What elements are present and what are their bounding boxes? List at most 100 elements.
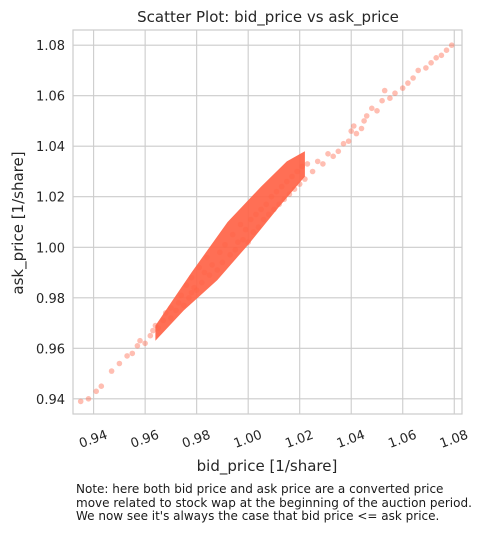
scatter-point (147, 332, 154, 339)
x-tick-label: 1.02 (283, 428, 315, 452)
dense-point-region (155, 151, 305, 341)
x-tick-label: 1.06 (386, 428, 418, 452)
scatter-point (423, 65, 429, 71)
scatter-point (320, 161, 326, 167)
scatter-point (173, 307, 179, 314)
scatter-point (255, 224, 262, 230)
scatter-point (302, 176, 308, 182)
scatter-point (206, 272, 213, 278)
scatter-point (358, 125, 365, 132)
scatter-point (294, 168, 300, 175)
chart-note: Note: here both bid price and ask price … (76, 482, 481, 524)
y-tick-label: 1.04 (36, 140, 65, 155)
scatter-point (415, 67, 422, 74)
scatter-point (217, 249, 223, 256)
scatter-point (235, 239, 241, 245)
scatter-point (152, 322, 159, 329)
scatter-point (242, 226, 249, 233)
scatter-point (240, 236, 246, 243)
y-axis-ticks: 0.94 0.96 0.98 1.00 1.02 1.04 1.06 1.08 (36, 39, 65, 408)
y-axis-label: ask_price [1/share] (9, 151, 28, 294)
x-tick-label: 1.08 (438, 428, 470, 452)
scatter-point (193, 287, 200, 294)
scatter-point (405, 80, 411, 86)
scatter-point (271, 206, 277, 213)
scatter-point (399, 85, 406, 91)
scatter-point (258, 206, 264, 213)
scatter-point (281, 196, 288, 203)
x-tick-label: 0.94 (77, 428, 109, 452)
scatter-point (273, 188, 280, 195)
scatter-point (160, 317, 166, 324)
scatter-point (129, 350, 136, 357)
scatter-point (304, 161, 311, 167)
scatter-point (296, 181, 303, 187)
scatter-point (222, 241, 228, 248)
y-tick-label: 1.06 (36, 90, 65, 105)
scatter-point (253, 211, 259, 218)
scatter-point (93, 388, 99, 395)
scatter-point (361, 118, 367, 124)
scatter-point (209, 262, 215, 268)
scatter-point (219, 259, 226, 266)
scatter-point (345, 138, 352, 144)
scatter-point (369, 105, 375, 112)
scatter-point (325, 151, 331, 157)
scatter-point (351, 123, 357, 129)
y-tick-label: 0.96 (36, 342, 65, 357)
scatter-point (204, 254, 210, 261)
y-tick-label: 1.02 (36, 191, 65, 206)
scatter-point (286, 191, 293, 197)
scatter-point (155, 325, 161, 331)
scatter-point (363, 113, 370, 119)
scatter-point (181, 302, 187, 309)
x-tick-label: 1.04 (335, 428, 367, 452)
scatter-point (284, 178, 290, 185)
x-tick-label: 0.96 (129, 428, 161, 452)
y-tick-label: 0.94 (36, 393, 65, 408)
scatter-point (150, 327, 156, 334)
scatter-point (186, 295, 192, 301)
scatter-point (448, 42, 455, 48)
scatter-point (374, 108, 380, 114)
scatter-point (168, 305, 174, 311)
scatter-point (340, 140, 347, 147)
scatter-point (387, 95, 393, 101)
scatter-point (353, 130, 360, 137)
scatter-point (433, 55, 440, 61)
scatter-point (188, 289, 195, 296)
scatter-point (245, 239, 251, 245)
scatter-point (438, 52, 445, 59)
x-axis-label: bid_price [1/share] (197, 457, 338, 476)
x-tick-label: 0.98 (180, 428, 212, 452)
scatter-point (162, 310, 169, 316)
scatter-point (443, 47, 450, 53)
scatter-point (116, 360, 123, 367)
note-line-1: Note: here both bid price and ask price … (76, 482, 444, 496)
scatter-point (250, 229, 257, 235)
scatter-chart: Scatter Plot: bid_price vs ask_price 0.9… (9, 8, 470, 476)
y-tick-label: 1.08 (36, 39, 65, 54)
scatter-point (381, 87, 388, 94)
scatter-point (232, 247, 239, 253)
scatter-point (268, 193, 275, 200)
scatter-point (330, 153, 337, 160)
scatter-point (196, 264, 202, 271)
scatter-point (142, 340, 148, 347)
scatter-point (168, 315, 174, 321)
scatter-point (278, 183, 285, 190)
scatter-point (309, 168, 316, 175)
scatter-point (134, 343, 141, 349)
scatter-point (392, 90, 398, 96)
scatter-point (227, 252, 233, 258)
scatter-point (201, 269, 208, 276)
scatter-point (214, 267, 221, 273)
scatter-point (188, 274, 195, 281)
scatter-point (77, 398, 84, 405)
scatter-point (178, 292, 184, 299)
x-axis-ticks: 0.94 0.96 0.98 1.00 1.02 1.04 1.06 1.08 (77, 428, 470, 452)
scatter-point (348, 128, 355, 134)
scatter-point (428, 60, 434, 66)
scatter-point (229, 231, 236, 238)
scatter-point (108, 368, 115, 374)
